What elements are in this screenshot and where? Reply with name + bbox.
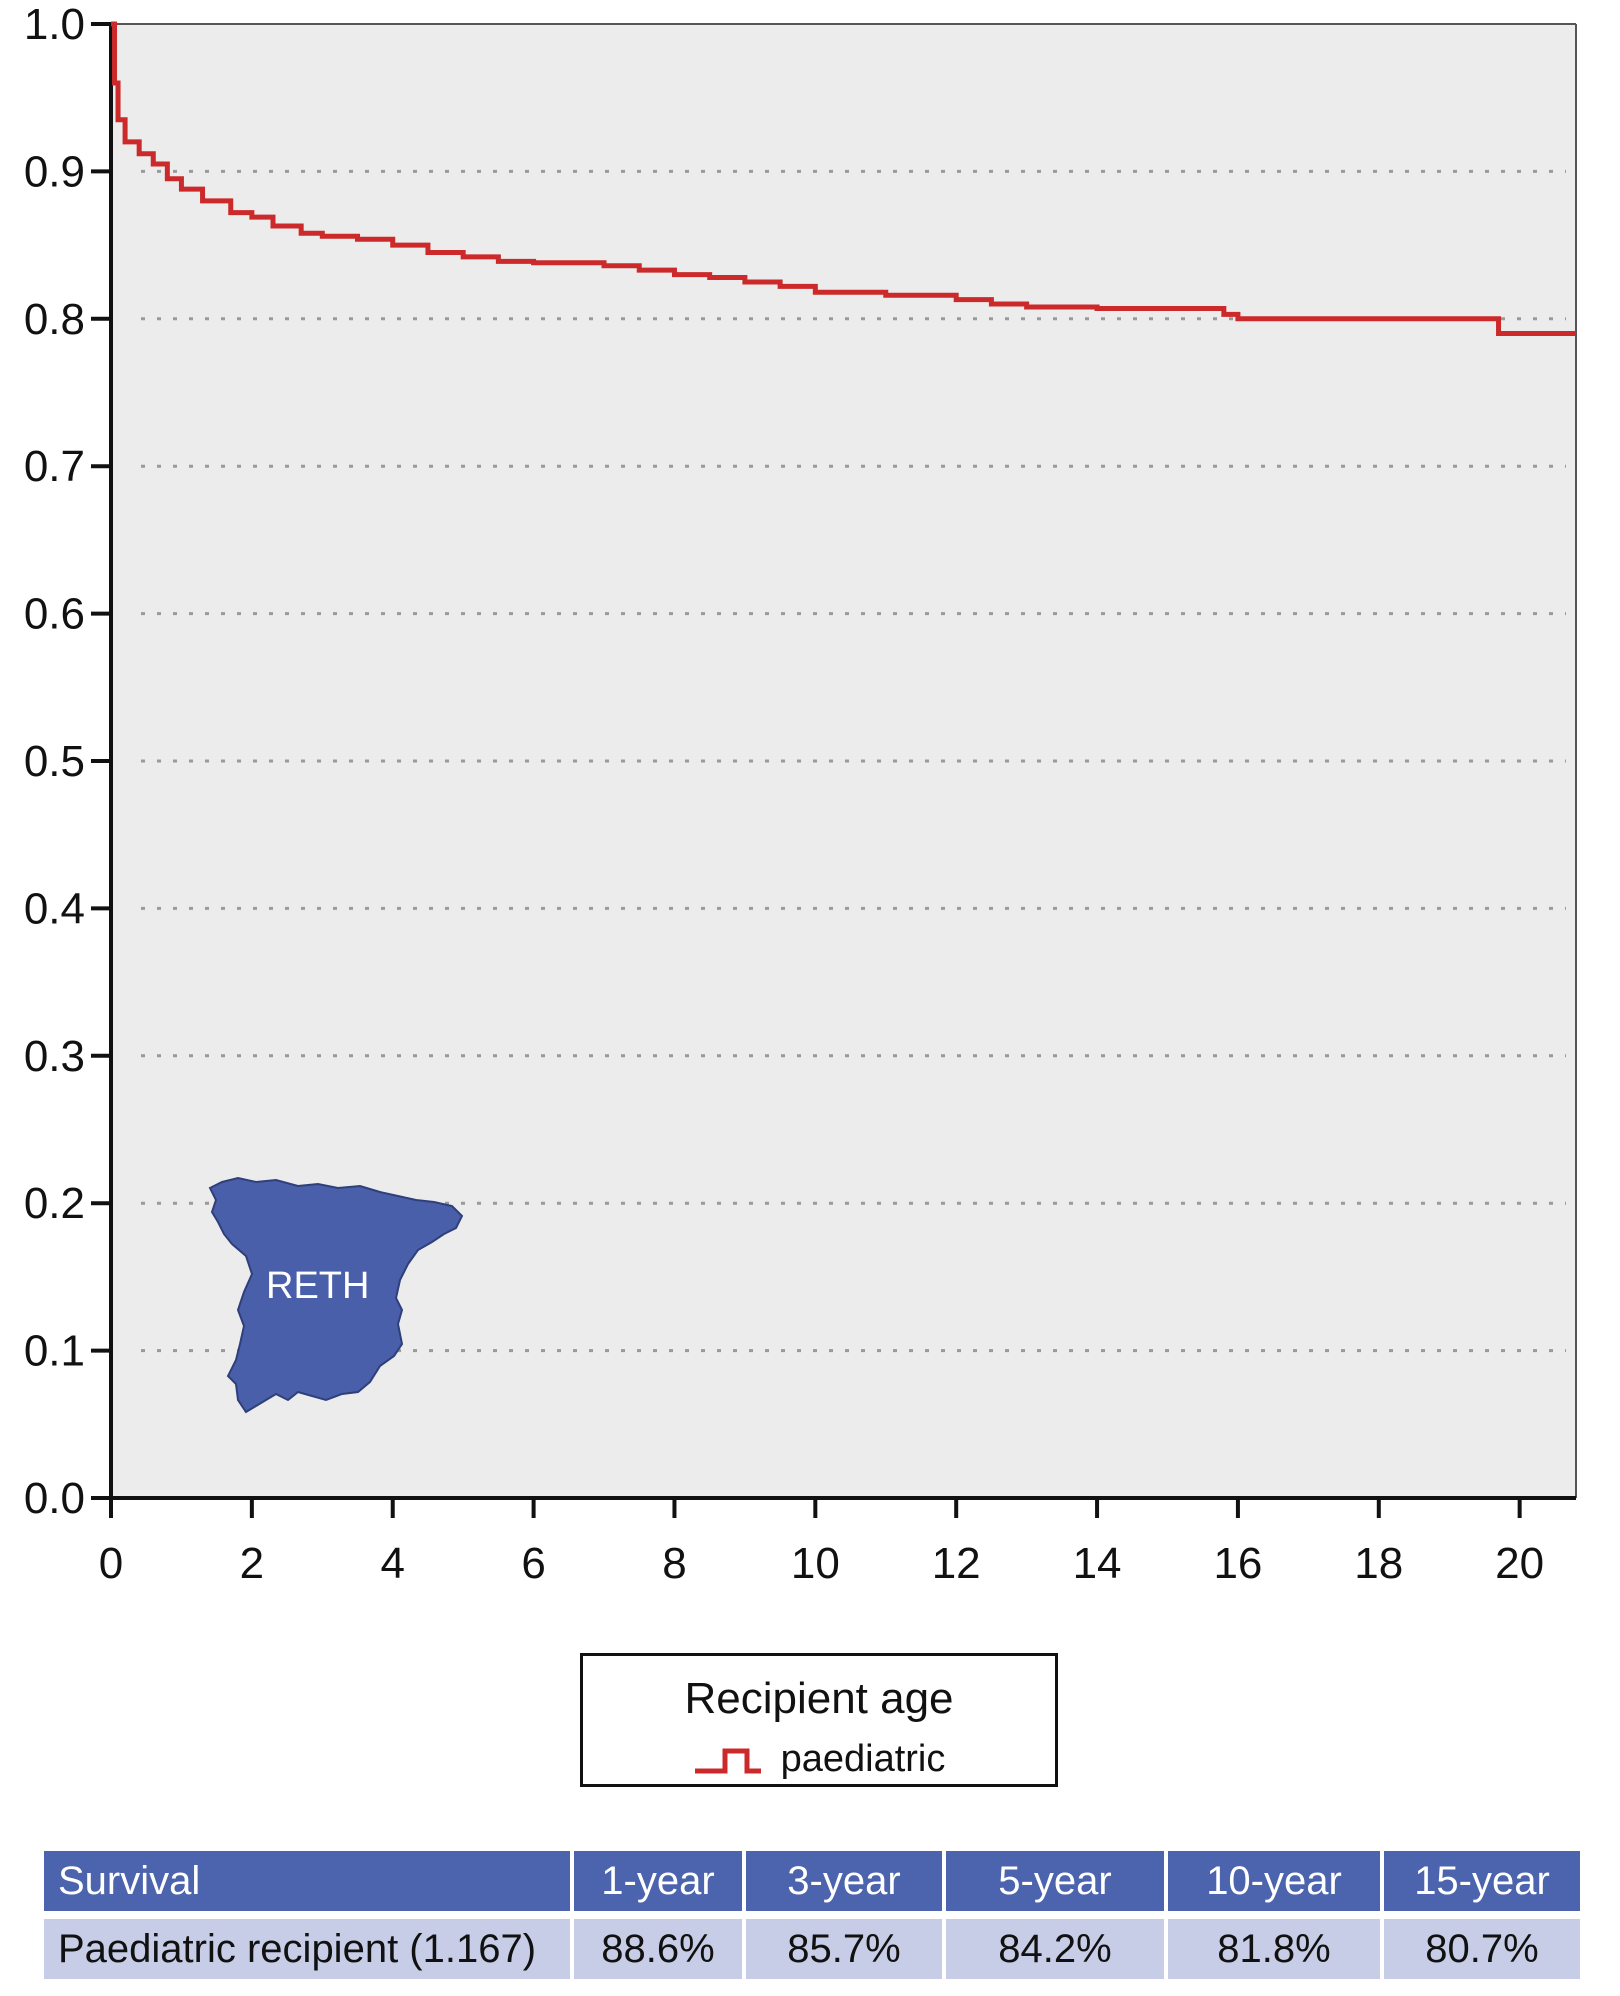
table-cell: 84.2% xyxy=(946,1911,1164,1979)
axes xyxy=(91,22,1577,1518)
y-tick-label: 0.5 xyxy=(24,737,85,786)
x-tick-label: 8 xyxy=(662,1539,686,1588)
table-header-row: Survival 1-year 3-year 5-year 10-year 15… xyxy=(44,1851,1580,1911)
table-header-cell: 5-year xyxy=(946,1851,1164,1911)
y-tick-label: 0.6 xyxy=(24,590,85,639)
table-cell: 81.8% xyxy=(1168,1911,1380,1979)
x-tick-label: 0 xyxy=(99,1539,123,1588)
series-line-paediatric xyxy=(111,21,1576,337)
survival-chart: 0.0 0.1 0.2 0.3 0.4 0.5 0.6 0.7 0.8 0.9 1.0 0 2 4 6 8 10… xyxy=(24,0,1577,1588)
table-cell: 88.6% xyxy=(574,1911,742,1979)
x-tick-label: 6 xyxy=(521,1539,545,1588)
x-tick-label: 12 xyxy=(932,1539,981,1588)
step-line-icon xyxy=(694,1748,761,1773)
x-tick-label: 4 xyxy=(380,1539,404,1588)
x-tick-label: 14 xyxy=(1073,1539,1122,1588)
x-tick-label: 16 xyxy=(1213,1539,1262,1588)
table-cell: 80.7% xyxy=(1384,1911,1580,1979)
y-tick-label: 0.2 xyxy=(24,1179,85,1228)
table-header-cell: 10-year xyxy=(1168,1851,1380,1911)
y-tick-label: 0.9 xyxy=(24,147,85,196)
legend-title: Recipient age xyxy=(684,1674,954,1723)
table-header-cell: 1-year xyxy=(574,1851,742,1911)
table-header-cell: 15-year xyxy=(1384,1851,1580,1911)
legend-entry-paediatric: paediatric xyxy=(583,1738,1055,1781)
series-layer xyxy=(111,21,1576,337)
spain-map-icon: RETH xyxy=(208,1176,464,1414)
table-row: Paediatric recipient (1.167) 88.6% 85.7%… xyxy=(44,1911,1580,1979)
x-tick-label: 10 xyxy=(791,1539,840,1588)
y-tick-label: 0.1 xyxy=(24,1327,85,1376)
tick-labels: 0.0 0.1 0.2 0.3 0.4 0.5 0.6 0.7 0.8 0.9 1.0 0 2 4 6 8 10… xyxy=(24,0,1544,1588)
y-tick-label: 0.0 xyxy=(24,1474,85,1523)
table-header-cell: Survival xyxy=(44,1851,570,1911)
table-header-cell: 3-year xyxy=(746,1851,942,1911)
table-cell: Paediatric recipient (1.167) xyxy=(44,1911,570,1979)
y-tick-label: 1.0 xyxy=(24,0,85,49)
y-tick-label: 0.3 xyxy=(24,1032,85,1081)
x-tick-label: 18 xyxy=(1354,1539,1403,1588)
map-label: RETH xyxy=(266,1265,369,1307)
survival-table: Survival 1-year 3-year 5-year 10-year 15… xyxy=(40,1851,1584,1979)
x-tick-label: 20 xyxy=(1495,1539,1544,1588)
legend-entry-label: paediatric xyxy=(780,1738,946,1780)
table-cell: 85.7% xyxy=(746,1911,942,1979)
y-tick-label: 0.7 xyxy=(24,442,85,491)
y-tick-label: 0.4 xyxy=(24,884,85,933)
y-tick-label: 0.8 xyxy=(24,295,85,344)
spain-map-shape xyxy=(208,1176,464,1414)
x-tick-label: 2 xyxy=(240,1539,264,1588)
legend: Recipient age paediatric xyxy=(580,1653,1058,1787)
